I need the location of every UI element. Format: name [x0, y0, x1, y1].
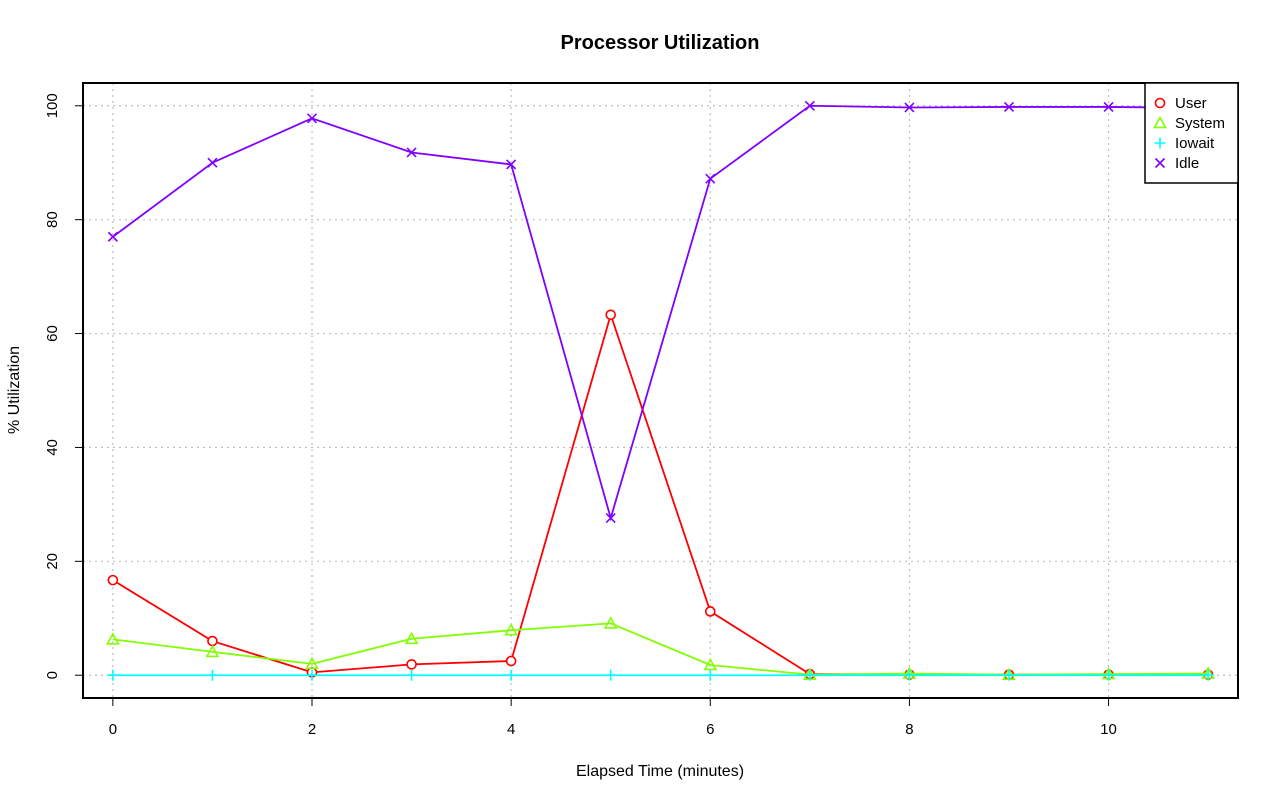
- data-point-iowait: [505, 669, 517, 681]
- y-axis-label: % Utilization: [6, 346, 23, 434]
- series-system: [106, 616, 1215, 680]
- data-point-idle: [1103, 101, 1114, 112]
- data-point-system: [305, 656, 319, 670]
- y-tick-label: 40: [44, 439, 61, 456]
- data-point-iowait: [605, 669, 617, 681]
- legend-label-idle: Idle: [1175, 155, 1199, 172]
- series-line-idle: [112, 104, 1209, 522]
- data-point-user: [107, 574, 119, 586]
- data-point-idle: [207, 157, 218, 168]
- data-point-user: [505, 655, 517, 667]
- legend-marker-system: [1153, 115, 1167, 129]
- x-tick-label: 8: [905, 721, 913, 738]
- data-point-system: [703, 657, 718, 671]
- data-point-system: [106, 632, 120, 645]
- x-tick-label: 0: [109, 721, 117, 738]
- data-point-user: [406, 659, 417, 670]
- data-point-iowait: [903, 669, 915, 681]
- data-point-idle: [406, 147, 417, 158]
- series-group: [106, 100, 1215, 681]
- legend-marker-iowait: [1154, 137, 1166, 149]
- data-point-iowait: [704, 669, 716, 681]
- data-point-idle: [1003, 101, 1015, 112]
- series-iowait: [107, 669, 1214, 681]
- data-point-iowait: [804, 669, 816, 681]
- x-tick-label: 6: [706, 721, 714, 738]
- data-point-user: [704, 606, 716, 617]
- x-axis-label: Elapsed Time (minutes): [576, 763, 744, 780]
- y-tick-label: 60: [44, 325, 61, 342]
- data-point-system: [205, 644, 220, 658]
- data-point-iowait: [1003, 669, 1015, 681]
- series-user: [107, 309, 1214, 680]
- series-idle: [107, 100, 1214, 524]
- grid: [83, 83, 1238, 698]
- legend-marker-user: [1154, 97, 1166, 109]
- data-point-system: [603, 616, 618, 629]
- data-point-idle: [605, 512, 616, 524]
- data-point-iowait: [1103, 669, 1115, 681]
- legend-label-user: User: [1175, 95, 1207, 112]
- data-point-user: [207, 635, 218, 647]
- data-point-iowait: [306, 669, 318, 681]
- legend-label-iowait: Iowait: [1175, 135, 1215, 152]
- data-point-idle: [804, 100, 815, 111]
- legend-marker-idle: [1154, 157, 1166, 169]
- x-tick-label: 2: [308, 721, 316, 738]
- y-tick-label: 80: [44, 211, 61, 228]
- y-tick-label: 0: [44, 671, 61, 679]
- data-point-user: [605, 309, 617, 321]
- chart-title: Processor Utilization: [561, 32, 760, 54]
- data-point-idle: [107, 231, 118, 242]
- x-tick-label: 4: [507, 721, 515, 738]
- data-point-idle: [904, 102, 915, 113]
- x-tick-label: 10: [1100, 721, 1117, 738]
- data-point-iowait: [206, 669, 218, 681]
- data-point-idle: [705, 173, 716, 184]
- data-point-system: [404, 631, 419, 645]
- data-point-idle: [506, 159, 517, 170]
- data-point-iowait: [107, 669, 119, 681]
- data-point-idle: [306, 113, 318, 124]
- data-point-iowait: [1202, 669, 1214, 681]
- series-line-user: [112, 311, 1209, 676]
- legend: User System Iowait Idle: [1144, 82, 1239, 184]
- plot-frame: [82, 82, 1239, 699]
- legend-label-system: System: [1175, 115, 1225, 132]
- series-line-system: [112, 622, 1209, 676]
- y-tick-label: 100: [44, 93, 61, 118]
- data-point-system: [504, 623, 518, 636]
- data-point-iowait: [406, 669, 418, 681]
- y-tick-label: 20: [44, 553, 61, 570]
